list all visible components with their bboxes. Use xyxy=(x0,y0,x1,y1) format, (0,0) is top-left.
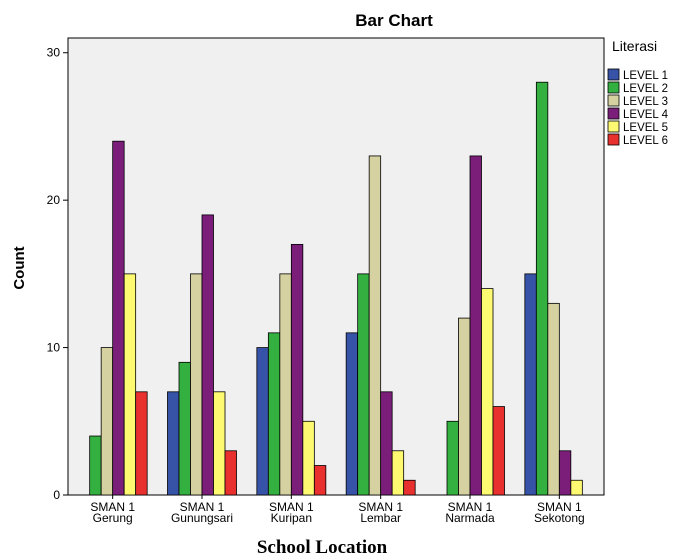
legend-label-level-2: LEVEL 2 xyxy=(623,83,668,95)
bar-level-5 xyxy=(570,479,583,496)
x-tick-label: SMAN 1 Kuripan xyxy=(269,500,314,525)
bar-level-3 xyxy=(458,317,471,496)
legend-title: Literasi xyxy=(612,38,657,54)
axes-layer: 0 10 20 30 SMAN 1 Gerung SMAN 1 Gunungsari SMAN … xyxy=(47,46,585,525)
bar-level-4 xyxy=(469,155,482,496)
bar-level-2 xyxy=(178,361,191,496)
bar-level-5 xyxy=(123,273,137,496)
legend-swatch-level-5 xyxy=(607,120,620,133)
legend-swatch-level-6 xyxy=(607,133,620,146)
bar-level-1 xyxy=(167,391,180,496)
bar-level-2 xyxy=(535,81,549,496)
bar-level-3 xyxy=(190,273,203,496)
legend-label-level-3: LEVEL 3 xyxy=(623,96,668,108)
bar-level-4 xyxy=(380,391,393,496)
y-tick-label: 30 xyxy=(47,46,61,60)
bar-level-3 xyxy=(279,273,292,496)
bar-level-6 xyxy=(224,450,237,496)
bar-level-3 xyxy=(100,347,114,496)
legend-swatch-level-1 xyxy=(607,68,620,81)
legend-swatch-level-2 xyxy=(607,81,620,94)
bar-level-3 xyxy=(368,155,382,496)
bar-level-1 xyxy=(345,332,359,496)
x-tick-label: SMAN 1 Sekotong xyxy=(534,500,585,525)
bar-level-5 xyxy=(481,288,494,496)
bar-level-5 xyxy=(302,420,315,496)
legend-label-level-5: LEVEL 5 xyxy=(623,122,668,134)
chart-title: Bar Chart xyxy=(355,11,433,30)
y-tick-label: 0 xyxy=(53,488,60,502)
legend-label-level-1: LEVEL 1 xyxy=(623,70,668,82)
bar-level-3 xyxy=(547,302,560,496)
legend-label-level-6: LEVEL 6 xyxy=(623,135,668,147)
x-tick-label: SMAN 1 Gunungsari xyxy=(171,500,233,525)
x-tick-label: SMAN 1 Lembar xyxy=(358,500,403,525)
bar-level-4 xyxy=(558,450,572,496)
y-tick-label: 20 xyxy=(47,193,61,207)
x-tick-label: SMAN 1 Gerung xyxy=(90,500,135,525)
bar-level-2 xyxy=(357,273,370,496)
bar-level-2 xyxy=(446,420,459,496)
bar-level-4 xyxy=(290,243,304,496)
bar-level-2 xyxy=(89,435,102,496)
bar-level-6 xyxy=(313,465,327,496)
x-axis-label: School Location xyxy=(257,537,388,555)
y-tick-label: 10 xyxy=(47,341,61,355)
bar-level-4 xyxy=(112,140,125,496)
bar-level-6 xyxy=(492,406,505,496)
bars-layer xyxy=(89,81,583,496)
x-tick-label: SMAN 1 Narmada xyxy=(445,500,495,525)
bar-level-4 xyxy=(201,214,214,496)
bar-level-1 xyxy=(256,347,269,496)
legend-swatch-level-3 xyxy=(607,94,620,107)
legend-label-level-4: LEVEL 4 xyxy=(623,109,669,121)
bar-level-6 xyxy=(135,391,148,496)
bar-level-1 xyxy=(524,273,537,496)
plot-area xyxy=(67,37,605,496)
legend-swatch-level-4 xyxy=(607,107,620,120)
bar-level-5 xyxy=(213,391,226,496)
bar-level-2 xyxy=(267,332,281,496)
bar-level-5 xyxy=(391,450,405,496)
bar-level-6 xyxy=(403,479,416,496)
y-axis-label: Count xyxy=(11,246,28,289)
